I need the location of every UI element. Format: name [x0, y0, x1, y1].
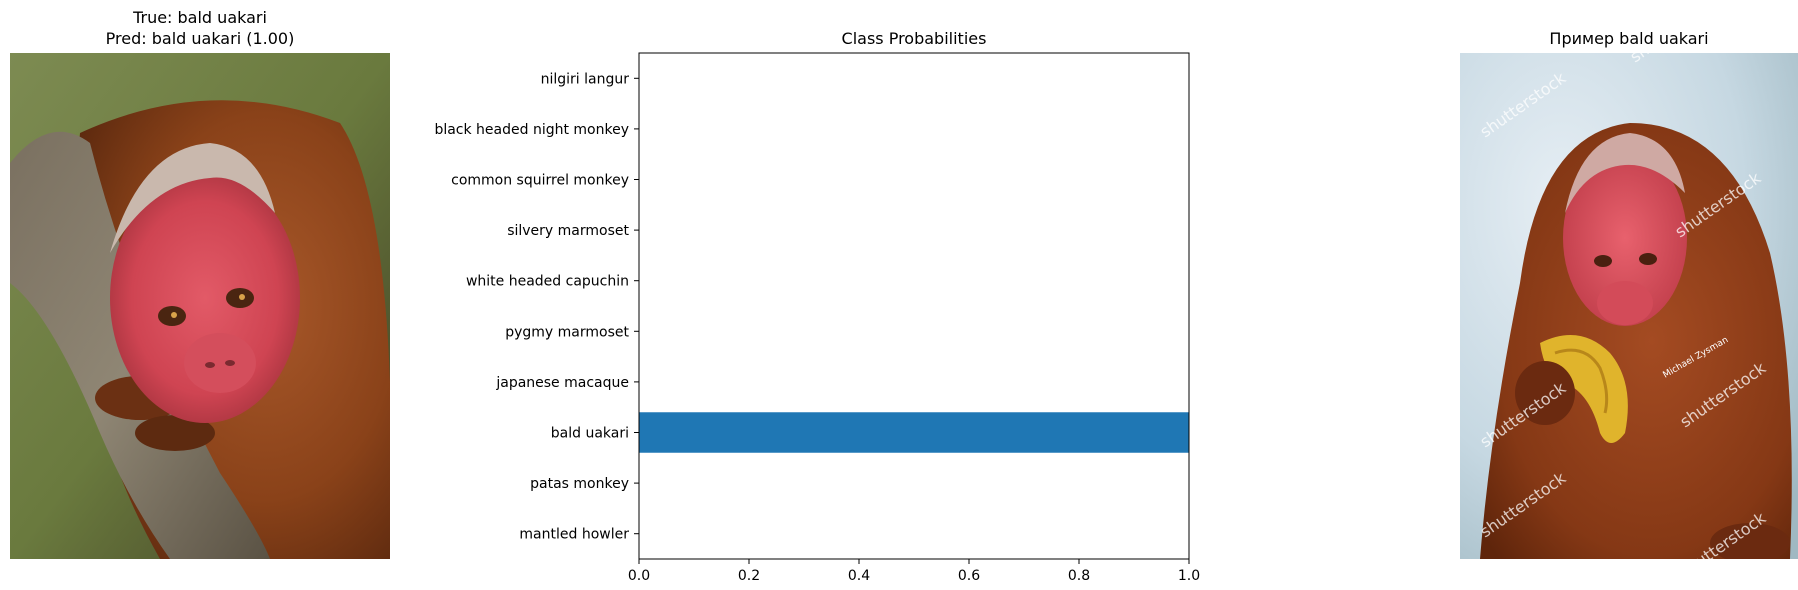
- x-tick-label: 0.2: [738, 568, 760, 584]
- plot-frame: [638, 52, 1190, 560]
- y-tick-label: common squirrel monkey: [451, 173, 629, 189]
- y-tick-label: japanese macaque: [495, 375, 629, 391]
- bar-bald-uakari: [639, 412, 1189, 453]
- y-tick-label: nilgiri langur: [541, 71, 630, 87]
- example-title: Пример bald uakari: [1549, 29, 1709, 48]
- y-tick-label: patas monkey: [530, 476, 629, 492]
- y-tick-label: silvery marmoset: [507, 223, 629, 239]
- y-tick-label: white headed capuchin: [466, 274, 629, 290]
- y-tick-label: bald uakari: [551, 426, 629, 442]
- chart-title: Class Probabilities: [842, 29, 987, 48]
- left-title-line1: True: bald uakari: [133, 8, 267, 27]
- x-tick-label: 1.0: [1178, 568, 1200, 584]
- x-tick-label: 0.6: [958, 568, 980, 584]
- x-tick-label: 0.8: [1068, 568, 1090, 584]
- y-tick-label: mantled howler: [519, 527, 629, 543]
- x-tick-label: 0.4: [848, 568, 870, 584]
- left-title-line2: Pred: bald uakari (1.00): [105, 29, 295, 48]
- query-photo: [10, 53, 390, 559]
- y-tick-label: black headed night monkey: [434, 122, 629, 138]
- example-photo: shutterstock shutterstock shutterstock s…: [1460, 53, 1798, 559]
- y-tick-label: pygmy marmoset: [505, 324, 629, 340]
- x-tick-label: 0.0: [628, 568, 650, 584]
